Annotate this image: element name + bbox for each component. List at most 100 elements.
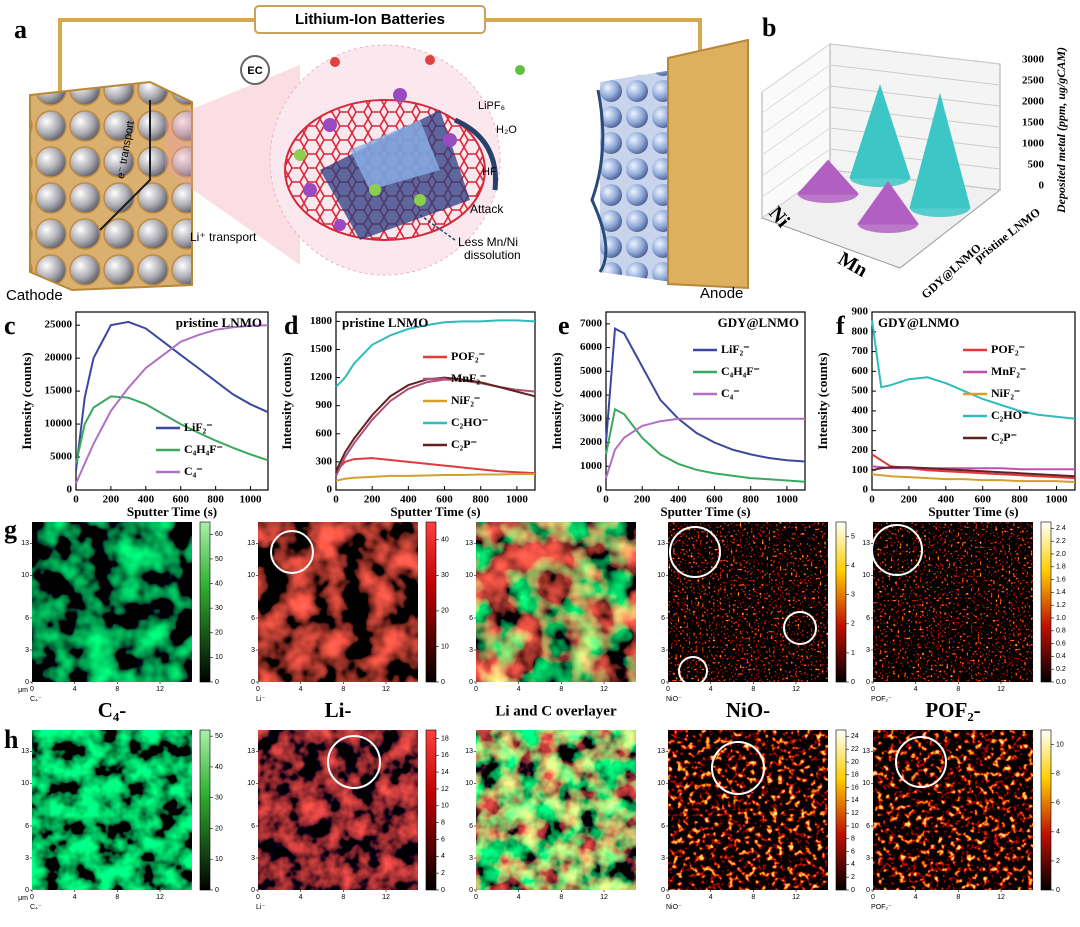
- colorbar-tick-label: 2: [851, 874, 855, 881]
- map-y-tick-label: 0: [251, 679, 255, 686]
- map-x-tick-label: 0: [30, 686, 34, 693]
- map-y-tick-label: 0: [25, 887, 29, 894]
- colorbar-tick-label: 30: [215, 795, 223, 802]
- grid-line: [829, 106, 1001, 128]
- y-tick-label: 15000: [45, 385, 73, 397]
- y-tick-label: 5000: [50, 451, 73, 463]
- map-y-tick-label: 0: [661, 679, 665, 686]
- map-y-tick-label: 3: [251, 647, 255, 654]
- map-x-tick-label: 12: [997, 686, 1005, 693]
- y-tick-label: 20000: [45, 352, 73, 364]
- series-line: [75, 320, 269, 471]
- map-y-tick-label: 10: [862, 780, 870, 787]
- map-y-tick-label: 3: [469, 647, 473, 654]
- map-image: [32, 730, 192, 890]
- y-tick-label: 2500: [1022, 75, 1045, 87]
- y-axis-label: Intensity (counts): [19, 352, 34, 449]
- y-tick-label: 700: [852, 345, 869, 357]
- x-tick-label: 200: [103, 494, 120, 506]
- map-x-tick-label: 4: [914, 686, 918, 693]
- map-y-tick-label: 0: [469, 679, 473, 686]
- colorbar-tick-label: 0: [1056, 887, 1060, 894]
- y-axis-label: Intensity (counts): [279, 352, 294, 449]
- y-tick-label: 1500: [310, 343, 333, 355]
- map-y-tick-label: 6: [251, 615, 255, 622]
- x-tick-label: 600: [436, 494, 453, 506]
- map-image: [476, 522, 636, 682]
- x-tick-label: 600: [172, 494, 189, 506]
- diagram-title: Lithium-Ion Batteries: [295, 11, 445, 28]
- y-tick-label: 25000: [45, 319, 73, 331]
- y-tick-label: 900: [852, 306, 869, 318]
- molecule: [425, 55, 435, 65]
- y-tick-label: 10000: [45, 418, 73, 430]
- map-y-tick-label: 10: [247, 572, 255, 579]
- panel-label: g: [4, 515, 17, 544]
- sei: [590, 89, 608, 273]
- colorbar-tick-label: 22: [851, 746, 859, 753]
- colorbar-tick-label: 8: [1056, 770, 1060, 777]
- colorbar-tick-label: 0: [215, 887, 219, 894]
- map-y-tick-label: 0: [469, 887, 473, 894]
- map-x-tick-label: 0: [474, 894, 478, 901]
- colorbar-tick-label: 8: [441, 819, 445, 826]
- map-y-tick-label: 10: [657, 572, 665, 579]
- ion: [303, 183, 317, 197]
- map-y-tick-label: 3: [25, 647, 29, 654]
- map-x-tick-label: 4: [517, 894, 521, 901]
- colorbar-tick-label: 10: [215, 654, 223, 661]
- y-tick-label: 600: [852, 365, 869, 377]
- legend-label: LiF₂⁻: [184, 420, 213, 434]
- map-y-tick-label: 10: [247, 780, 255, 787]
- colorbar-tick-label: 10: [1056, 741, 1064, 748]
- highlight-ring: [270, 530, 314, 574]
- map-y-tick-label: 13: [465, 748, 473, 755]
- map-species-label: C₄⁻: [30, 904, 42, 911]
- x-axis-label: Sputter Time (s): [390, 504, 480, 519]
- map-y-tick-label: 0: [25, 679, 29, 686]
- x-tick-label: 1000: [776, 494, 799, 506]
- colorbar-tick-label: 6: [851, 848, 855, 855]
- highlight-ring: [669, 526, 721, 578]
- map-x-tick-label: 4: [709, 686, 713, 693]
- map-y-tick-label: 13: [21, 540, 29, 547]
- map-y-tick-label: 10: [657, 780, 665, 787]
- ion: [369, 184, 381, 196]
- map-image: [476, 730, 636, 890]
- map-y-tick-label: 3: [469, 855, 473, 862]
- map-y-tick-label: 3: [25, 855, 29, 862]
- x-axis-label: Sputter Time (s): [928, 504, 1018, 519]
- colorbar-tick-label: 18: [851, 772, 859, 779]
- map-x-tick-label: 12: [997, 894, 1005, 901]
- series-line: [871, 473, 1076, 484]
- x-tick-label: 0: [333, 494, 339, 506]
- y-tick-label: 100: [852, 464, 869, 476]
- colorbar-tick-label: 60: [215, 531, 223, 538]
- cathode: [29, 80, 193, 292]
- molecule: [515, 65, 525, 75]
- y-tick-label: 0: [327, 484, 333, 496]
- highlight-ring: [895, 736, 947, 788]
- plot-frame: [605, 311, 806, 491]
- colorbar-tick-label: 0: [441, 679, 445, 686]
- colorbar-tick-label: 30: [215, 605, 223, 612]
- y-tick-label: 4000: [580, 389, 603, 401]
- colorbar-tick-label: 12: [851, 810, 859, 817]
- map-y-tick-label: 10: [465, 572, 473, 579]
- map-title: C₄-: [98, 698, 126, 722]
- series-line: [871, 319, 1076, 420]
- grid-line: [829, 43, 1001, 65]
- map-y-tick-label: 13: [21, 748, 29, 755]
- map-x-tick-label: 8: [751, 686, 755, 693]
- map-species-label: POF₂⁻: [871, 696, 892, 703]
- colorbar: [425, 729, 437, 891]
- highlight-ring: [678, 656, 708, 686]
- title-box: [254, 5, 486, 34]
- map-y-tick-label: 13: [247, 748, 255, 755]
- colorbar: [425, 521, 437, 683]
- colorbar-tick-label: 0.4: [1056, 653, 1066, 660]
- colorbar-tick-label: 14: [441, 769, 449, 776]
- map-y-tick-label: 6: [469, 823, 473, 830]
- y-tick-label: 7000: [580, 317, 603, 329]
- map-x-tick-label: 12: [382, 686, 390, 693]
